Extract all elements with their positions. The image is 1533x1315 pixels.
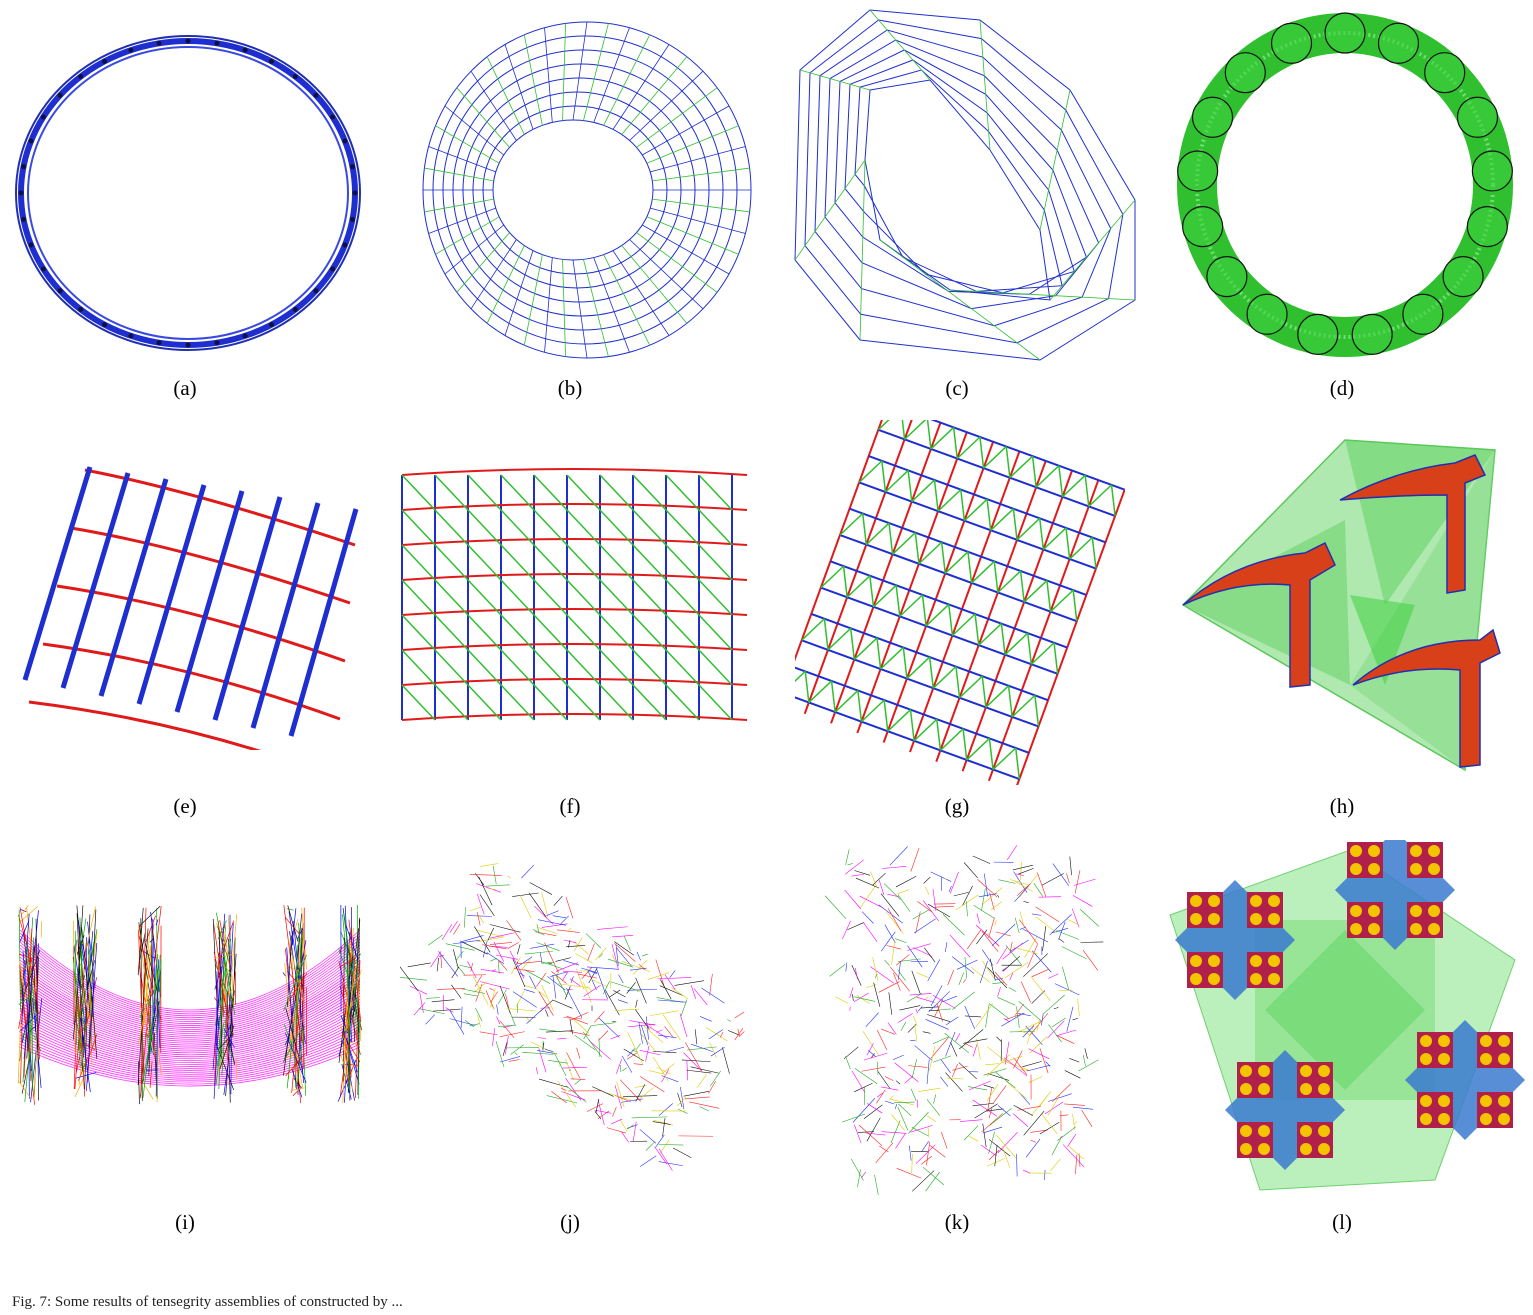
panel-h bbox=[1175, 425, 1515, 775]
panel-h-label: (h) bbox=[1282, 794, 1402, 819]
torus-tensegrity-graphic bbox=[398, 10, 758, 360]
panel-b bbox=[398, 10, 758, 360]
green-ring-of-circles-graphic bbox=[1175, 5, 1520, 360]
square-fractal-module-graphic bbox=[1165, 840, 1525, 1195]
dense-block-tensegrity-graphic bbox=[805, 845, 1125, 1195]
triangular-module-graphic bbox=[1175, 425, 1515, 775]
panel-l bbox=[1165, 840, 1525, 1195]
circular-strut-ring-graphic bbox=[10, 10, 370, 355]
panel-a-label: (a) bbox=[125, 376, 245, 401]
panel-c-label: (c) bbox=[897, 376, 1017, 401]
panel-k-label: (k) bbox=[897, 1210, 1017, 1235]
panel-d bbox=[1175, 5, 1520, 360]
cylindrical-lattice-graphic bbox=[392, 455, 757, 755]
dense-cylinder-tensegrity-graphic bbox=[400, 845, 750, 1190]
panel-f-label: (f) bbox=[510, 794, 630, 819]
panel-a bbox=[10, 10, 370, 355]
deformed-torus-tensegrity-graphic bbox=[780, 0, 1150, 365]
panel-j bbox=[400, 845, 750, 1190]
panel-f bbox=[392, 455, 757, 755]
panel-g bbox=[795, 420, 1125, 785]
figure-caption: Fig. 7: Some results of tensegrity assem… bbox=[12, 1294, 1522, 1311]
panel-k bbox=[805, 845, 1125, 1195]
panel-l-label: (l) bbox=[1282, 1210, 1402, 1235]
curved-grid-tensegrity-graphic bbox=[10, 455, 370, 750]
panel-c bbox=[780, 0, 1150, 365]
panel-i-label: (i) bbox=[125, 1210, 245, 1235]
panel-j-label: (j) bbox=[510, 1210, 630, 1235]
panel-b-label: (b) bbox=[510, 376, 630, 401]
panel-i bbox=[10, 890, 370, 1145]
panel-g-label: (g) bbox=[897, 794, 1017, 819]
rotated-lattice-graphic bbox=[795, 420, 1125, 785]
panel-d-label: (d) bbox=[1282, 376, 1402, 401]
curved-magenta-tensegrity-graphic bbox=[10, 890, 370, 1145]
panel-e-label: (e) bbox=[125, 794, 245, 819]
panel-e bbox=[10, 455, 370, 750]
